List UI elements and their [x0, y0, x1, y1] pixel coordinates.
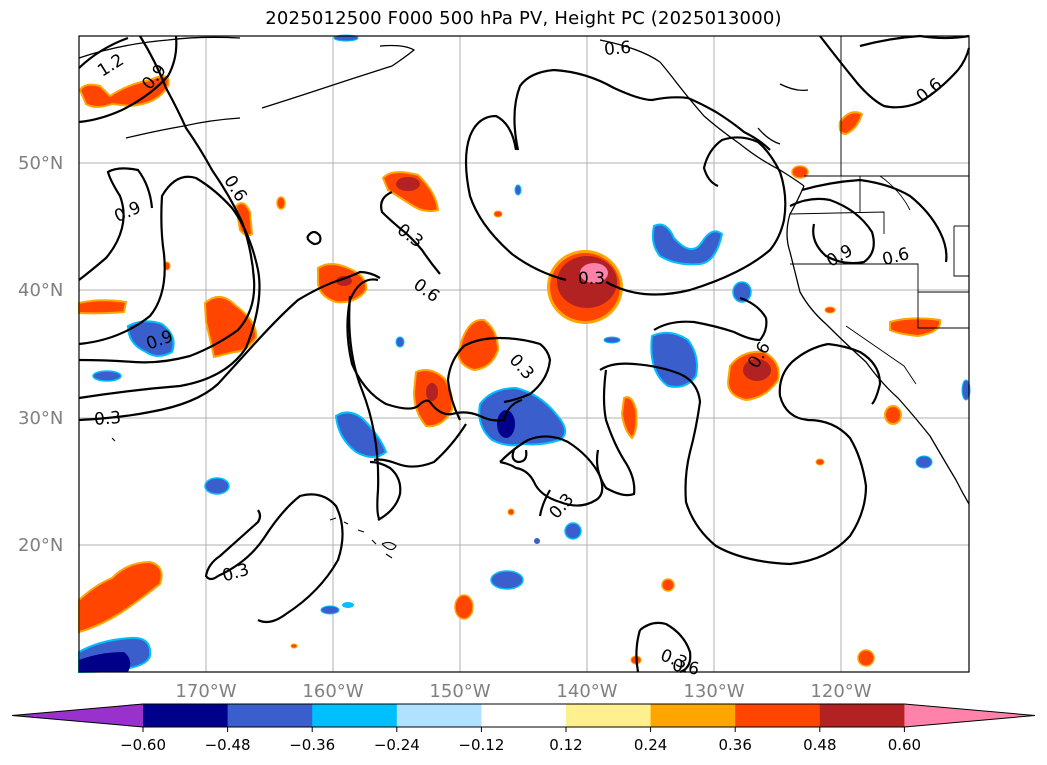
colorbar-segment — [143, 704, 229, 727]
lon-label: 120°W — [810, 681, 871, 702]
colorbar-segment — [396, 704, 482, 727]
colorbar-segment — [735, 704, 821, 727]
contour-label: 0.3 — [578, 269, 605, 289]
colorbar-segment — [481, 704, 567, 727]
colorbar-tick-label: 0.48 — [803, 736, 836, 754]
colorbar-segment — [312, 704, 398, 727]
lon-label: 160°W — [302, 681, 363, 702]
pv-fill-positive — [78, 75, 942, 667]
longitude-labels: 170°W 160°W 150°W 140°W 130°W 120°W — [175, 681, 871, 702]
lon-label: 150°W — [429, 681, 490, 702]
map-frame — [78, 35, 970, 673]
map-title: 2025012500 F000 500 hPa PV, Height PC (2… — [265, 8, 782, 29]
lat-label: 20°N — [18, 535, 63, 556]
contour-label: 0.6 — [671, 655, 701, 679]
colorbar-tick-label: −0.48 — [205, 736, 251, 754]
lat-label: 30°N — [18, 408, 63, 429]
colorbar-tick-label: −0.12 — [458, 736, 504, 754]
colorbar-tick-label: 0.60 — [888, 736, 921, 754]
pv-fill-negative — [78, 34, 971, 674]
colorbar-tick-label: 0.36 — [718, 736, 751, 754]
colorbar-segment — [819, 704, 905, 727]
colorbar-tick-label: −0.36 — [289, 736, 335, 754]
colorbar-tick-label: −0.60 — [120, 736, 166, 754]
height-contours — [78, 34, 971, 674]
lon-label: 130°W — [683, 681, 744, 702]
colorbar-tick-label: 0.24 — [634, 736, 667, 754]
lon-label: 170°W — [175, 681, 236, 702]
islands — [111, 437, 397, 559]
colorbar-segment — [650, 704, 736, 727]
contour-label: 0.3 — [93, 408, 121, 430]
colorbar-segment — [227, 704, 313, 727]
latitude-labels: 50°N 40°N 30°N 20°N — [18, 153, 63, 556]
political-borders — [789, 36, 969, 385]
colorbar-segment — [566, 704, 652, 727]
colorbar-extend-max — [904, 704, 1035, 727]
colorbar-tick-label: 0.12 — [549, 736, 582, 754]
colorbar-tick-label: −0.24 — [374, 736, 420, 754]
colorbar — [11, 703, 1036, 728]
lat-label: 40°N — [18, 280, 63, 301]
contour-label: 0.6 — [603, 38, 632, 60]
lon-label: 140°W — [556, 681, 617, 702]
colorbar-extend-min — [12, 704, 143, 727]
lat-label: 50°N — [18, 153, 63, 174]
colorbar-ticks: −0.60 −0.48 −0.36 −0.24 −0.12 0.12 0.24 0.36 0.4… — [120, 727, 921, 754]
